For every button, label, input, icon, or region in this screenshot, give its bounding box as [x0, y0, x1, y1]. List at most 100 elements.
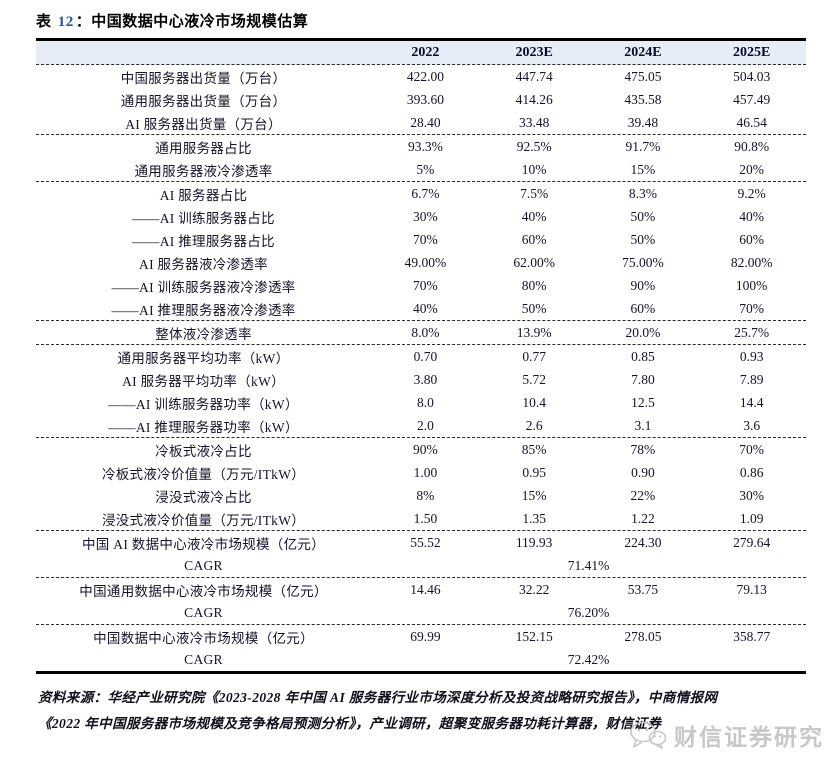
- row-label: ——AI 推理服务器功率（kW）: [108, 419, 299, 435]
- cell-value: 475.05: [624, 68, 662, 84]
- cagr-value: 76.20%: [567, 604, 610, 620]
- cell-value: 70%: [413, 231, 438, 247]
- table-row: 整体液冷渗透率 8.0% 13.9% 20.0% 25.7%: [36, 321, 806, 344]
- report-page: 表 12 ：中国数据中心液冷市场规模估算 2022 2023E 2024E 202…: [36, 10, 822, 750]
- cell-value: 5%: [416, 161, 435, 177]
- table-row: ——AI 推理服务器功率（kW） 2.0 2.6 3.1 3.6: [36, 414, 806, 437]
- cell-value: 46.54: [736, 114, 767, 130]
- row-label: 中国数据中心液冷市场规模（亿元）: [93, 630, 314, 646]
- row-group: 通用服务器平均功率（kW） 0.70 0.77 0.85 0.93 AI 服务器平均功率（…: [36, 345, 806, 438]
- row-group: 通用服务器占比 93.3% 92.5% 91.7% 90.8% 通用服务器液冷渗透率 5% 1…: [36, 135, 806, 182]
- cell-value: 55.52: [410, 534, 441, 550]
- cell-value: 422.00: [406, 68, 444, 84]
- cell-value: 393.60: [406, 91, 444, 107]
- row-label: 通用服务器液冷渗透率: [134, 163, 273, 179]
- table-row: ——AI 训练服务器功率（kW） 8.0 10.4 12.5 14.4: [36, 391, 806, 414]
- cell-value: 0.90: [631, 464, 655, 480]
- table-row: 浸没式液冷价值量（万元/ITkW） 1.50 1.35 1.22 1.09: [36, 507, 806, 530]
- source-line-1: 资料来源：华经产业研究院《2023-2028 年中国 AI 服务器行业市场深度分…: [38, 690, 718, 705]
- table-row: 通用服务器液冷渗透率 5% 10% 15% 20%: [36, 158, 806, 181]
- cell-value: 0.85: [631, 348, 655, 364]
- wechat-logo-icon: [630, 721, 667, 749]
- table-row: 冷板式液冷价值量（万元/ITkW） 1.00 0.95 0.90 0.86: [36, 461, 806, 484]
- cell-value: 90.8%: [734, 138, 770, 154]
- cell-value: 1.00: [413, 464, 438, 480]
- cell-value: 92.5%: [516, 138, 552, 154]
- cell-value: 30%: [413, 208, 438, 224]
- cell-value: 28.40: [410, 114, 441, 130]
- row-label: AI 服务器液冷渗透率: [139, 256, 268, 272]
- row-label: 通用服务器出货量（万台）: [120, 93, 287, 109]
- cell-value: 12.5: [631, 394, 655, 410]
- cell-value: 49.00%: [404, 254, 447, 270]
- row-label: CAGR: [184, 557, 223, 573]
- cell-value: 0.86: [739, 464, 764, 480]
- row-label: 通用服务器占比: [155, 140, 252, 156]
- cell-value: 279.64: [733, 534, 771, 550]
- source-note: 资料来源：华经产业研究院《2023-2028 年中国 AI 服务器行业市场深度分…: [38, 685, 813, 736]
- table-row: CAGR 71.41%: [36, 554, 806, 577]
- caption-prefix: 表: [36, 14, 52, 30]
- row-label: 中国通用数据中心液冷市场规模（亿元）: [79, 583, 328, 599]
- watermark: 财信证券研究: [629, 718, 824, 752]
- cell-value: 447.74: [515, 68, 553, 84]
- header-year-2023e: 2023E: [515, 44, 553, 60]
- row-group: 中国通用数据中心液冷市场规模（亿元） 14.46 32.22 53.75 79.13 CA…: [36, 578, 806, 625]
- cell-value: 33.48: [518, 114, 550, 130]
- cell-value: 10%: [521, 161, 547, 177]
- row-group: 整体液冷渗透率 8.0% 13.9% 20.0% 25.7%: [36, 321, 806, 345]
- row-label: 中国服务器出货量（万台）: [120, 70, 287, 86]
- row-group: 中国服务器出货量（万台） 422.00 447.74 475.05 504.03 通用服务…: [36, 65, 806, 135]
- header-year-2025e: 2025E: [732, 44, 771, 60]
- row-label: 冷板式液冷价值量（万元/ITkW）: [101, 466, 306, 482]
- cell-value: 8.0%: [411, 324, 440, 340]
- cell-value: 50%: [630, 231, 656, 247]
- table-caption: 表 12 ：中国数据中心液冷市场规模估算: [36, 10, 805, 31]
- cell-value: 93.3%: [407, 138, 443, 154]
- row-label: ——AI 推理服务器占比: [132, 233, 275, 249]
- table-row: ——AI 训练服务器占比 30% 40% 50% 40%: [36, 205, 806, 228]
- row-label: ——AI 训练服务器功率（kW）: [108, 396, 299, 412]
- cell-value: 40%: [521, 208, 547, 224]
- cell-value: 7.5%: [520, 185, 549, 201]
- cell-value: 90%: [630, 277, 656, 293]
- cell-value: 20.0%: [625, 324, 661, 340]
- table-row: 冷板式液冷占比 90% 85% 78% 70%: [36, 438, 806, 461]
- table-row: AI 服务器液冷渗透率 49.00% 62.00% 75.00% 82.00%: [36, 251, 806, 274]
- table-row: 通用服务器出货量（万台） 393.60 414.26 435.58 457.49: [36, 88, 806, 111]
- row-group: 中国数据中心液冷市场规模（亿元） 69.99 152.15 278.05 358.77 C…: [36, 625, 806, 671]
- cell-value: 80%: [521, 277, 547, 293]
- row-label: 整体液冷渗透率: [155, 326, 252, 342]
- cell-value: 0.93: [739, 348, 764, 364]
- cell-value: 62.00%: [513, 254, 555, 270]
- cell-value: 0.77: [522, 348, 546, 364]
- row-label: AI 服务器平均功率（kW）: [122, 373, 285, 389]
- cell-value: 22%: [630, 487, 656, 503]
- cell-value: 79.13: [736, 581, 767, 597]
- cell-value: 91.7%: [625, 138, 661, 154]
- header-year-2022: 2022: [411, 44, 440, 60]
- cell-value: 10.4: [522, 394, 546, 410]
- row-label: CAGR: [184, 604, 223, 620]
- cell-value: 1.35: [522, 510, 546, 526]
- cell-value: 2.0: [416, 417, 434, 433]
- table-row: 浸没式液冷占比 8% 15% 22% 30%: [36, 484, 806, 507]
- cell-value: 435.58: [624, 91, 662, 107]
- row-label: ——AI 训练服务器占比: [132, 210, 275, 226]
- cell-value: 32.22: [518, 581, 550, 597]
- caption-text: ：中国数据中心液冷市场规模估算: [75, 14, 309, 30]
- cell-value: 85%: [521, 441, 547, 457]
- cell-value: 15%: [521, 487, 547, 503]
- cell-value: 358.77: [733, 628, 771, 644]
- cell-value: 60%: [630, 300, 656, 316]
- cell-value: 1.09: [739, 510, 764, 526]
- row-label: CAGR: [184, 651, 223, 667]
- row-label: AI 服务器占比: [159, 187, 248, 203]
- caption-number: 12: [57, 14, 74, 30]
- cagr-value: 71.41%: [567, 557, 610, 573]
- cell-value: 278.05: [624, 628, 662, 644]
- cell-value: 0.95: [522, 464, 546, 480]
- table-row: 通用服务器占比 93.3% 92.5% 91.7% 90.8%: [36, 135, 806, 158]
- table-row: CAGR 76.20%: [36, 601, 806, 624]
- cell-value: 14.46: [410, 581, 441, 597]
